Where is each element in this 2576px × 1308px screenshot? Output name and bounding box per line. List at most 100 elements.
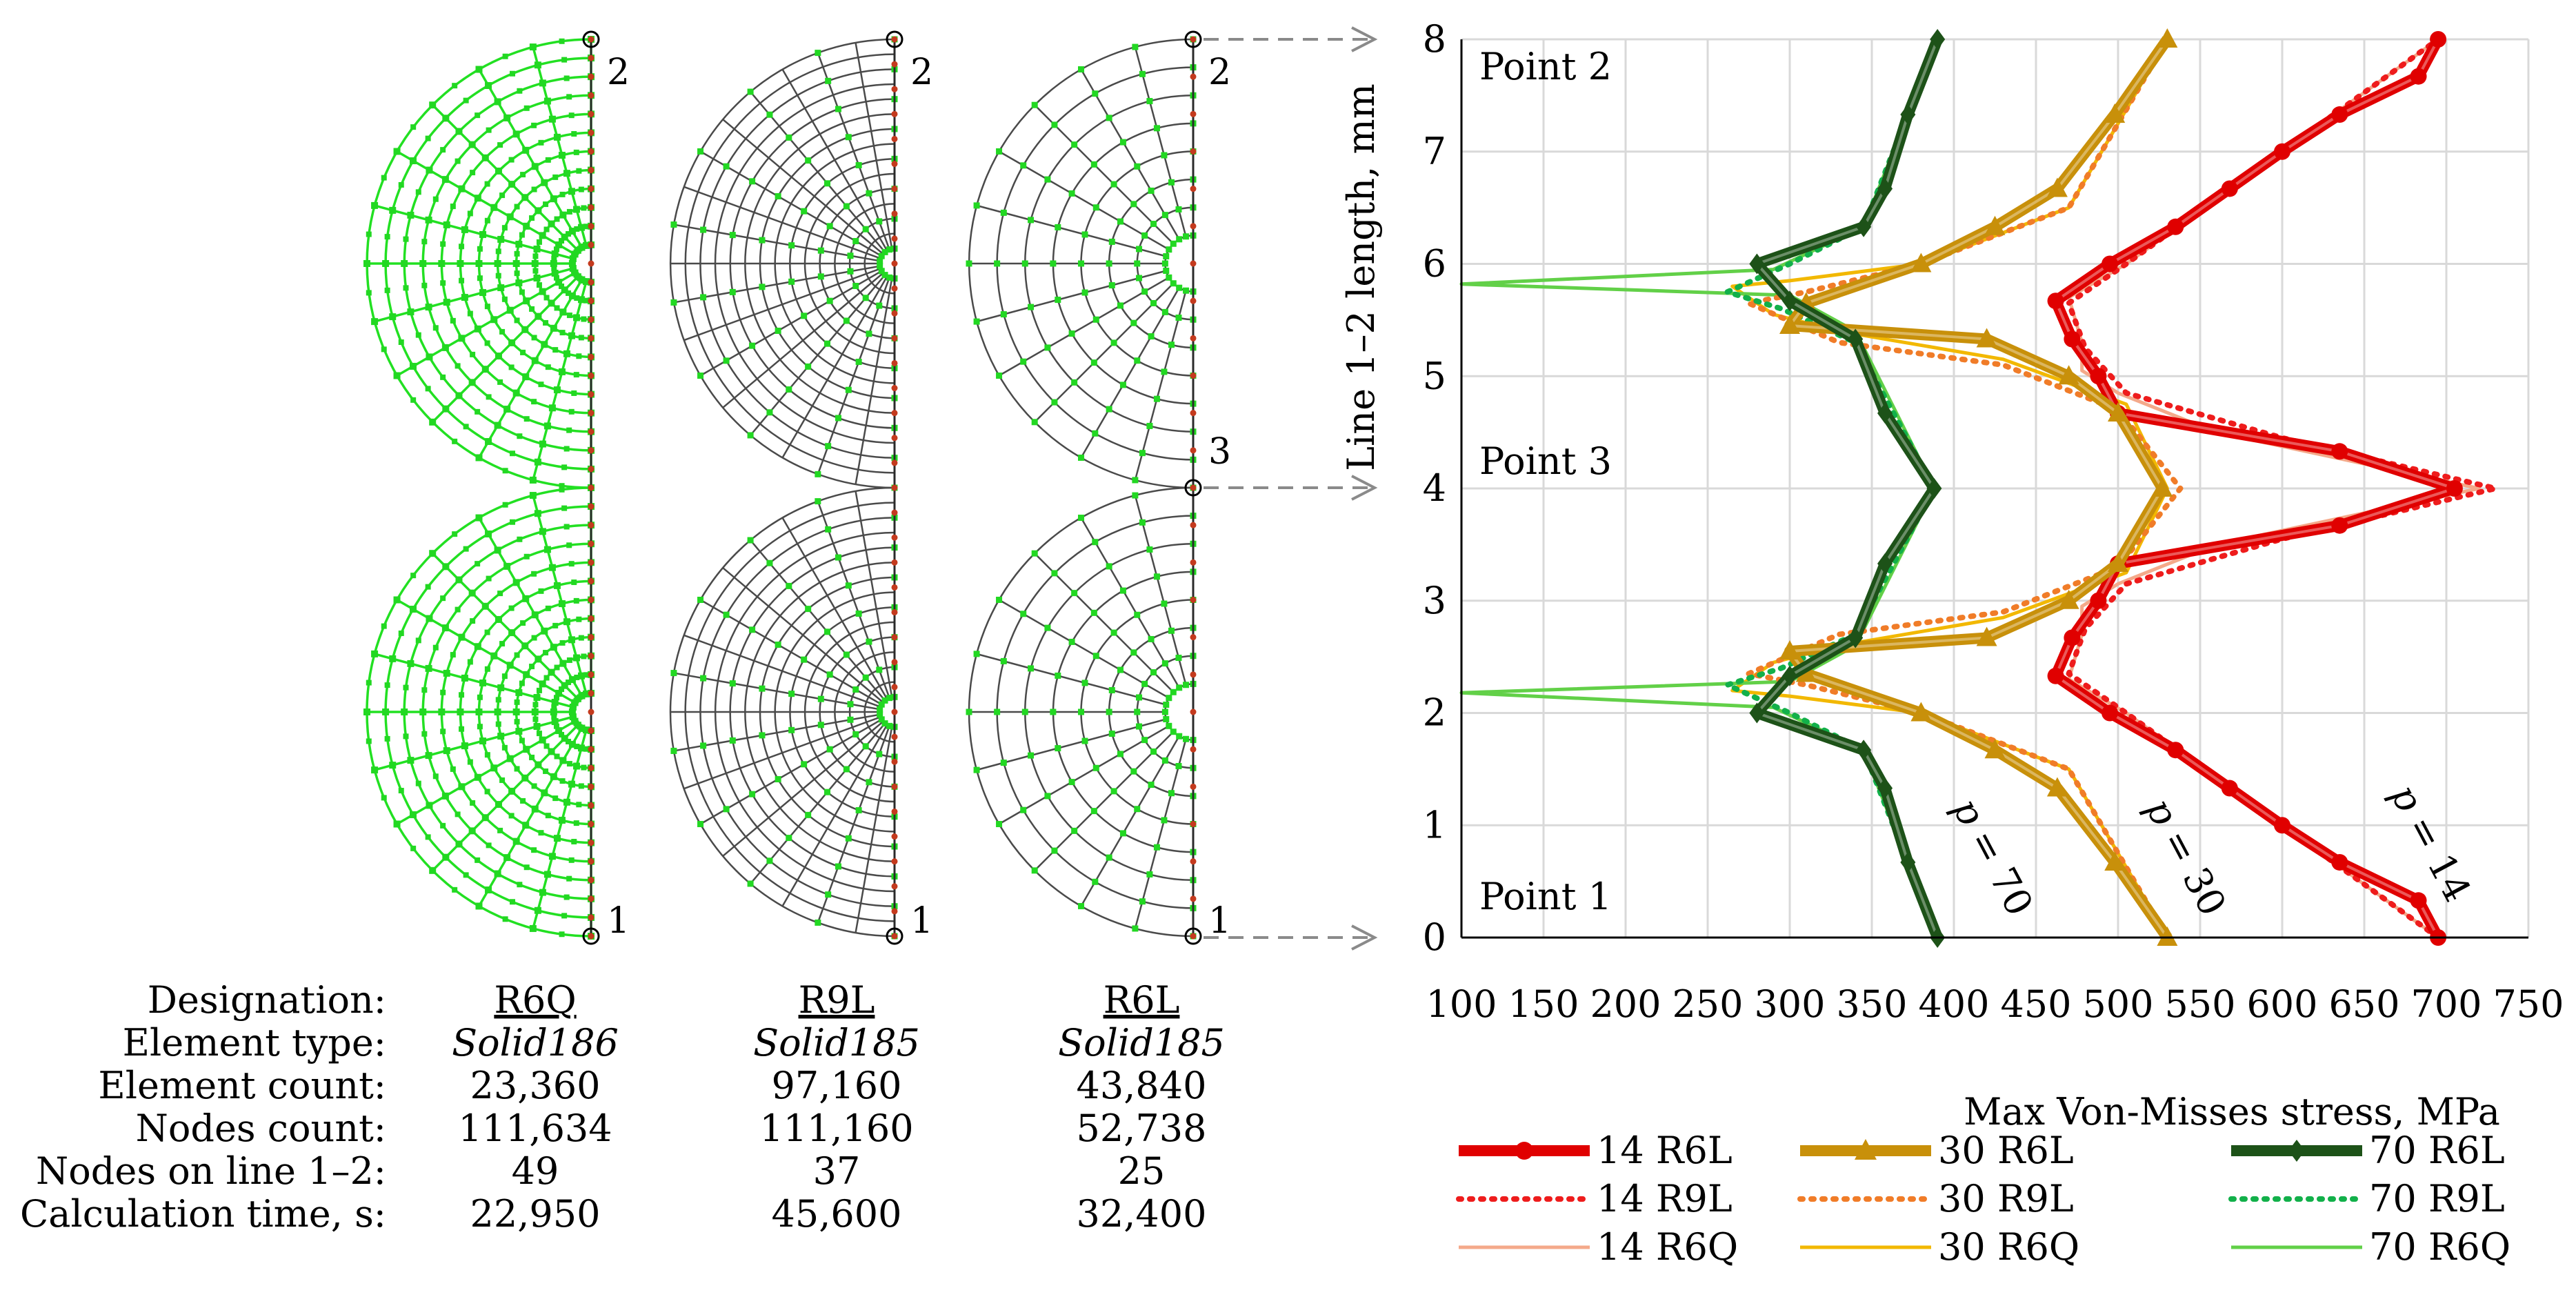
marker-14-r6l-4 bbox=[2221, 780, 2238, 797]
r6l-designation: R6L bbox=[1104, 978, 1180, 1022]
marker-70-r6l-14 bbox=[1877, 178, 1893, 199]
marker-14-r6l-1 bbox=[2410, 892, 2427, 909]
x-axis-label: Max Von-Misses stress, MPa bbox=[1964, 1090, 2500, 1133]
marker-14-r6l-22 bbox=[2331, 106, 2348, 123]
legend-item-70-r6l: 70 R6L bbox=[2231, 1129, 2505, 1172]
marker-30-r6l-3 bbox=[1984, 739, 2006, 759]
mesh-r9l-point-2-label: 2 bbox=[910, 52, 933, 93]
marker-70-r6l-1 bbox=[1900, 851, 1916, 873]
y-tick-label-7: 7 bbox=[1423, 130, 1446, 173]
legend-item-14-r9l: 14 R9L bbox=[1456, 1177, 1733, 1220]
mesh-r9l-point-1-label: 1 bbox=[910, 900, 933, 942]
marker-70-r6l-16 bbox=[1930, 29, 1946, 50]
marker-30-r6l-10 bbox=[2152, 477, 2173, 497]
marker-14-r6l-13 bbox=[2331, 443, 2348, 460]
r6l-element-count: 43,840 bbox=[1077, 1064, 1207, 1107]
marker-30-r6l-12 bbox=[2058, 365, 2079, 385]
x-tick-label-200: 200 bbox=[1590, 982, 1661, 1026]
legend-item-14-r6q: 14 R6Q bbox=[1459, 1225, 1738, 1269]
mesh-r6q-point-2-label: 2 bbox=[607, 52, 630, 93]
legend-item-70-r6q: 70 R6Q bbox=[2231, 1225, 2510, 1269]
annotation-point-3: Point 3 bbox=[1479, 439, 1612, 483]
marker-70-r6l-2 bbox=[1877, 777, 1893, 799]
curve-labels: p = 70p = 30p = 14 bbox=[1944, 777, 2479, 923]
marker-30-r6l-18 bbox=[2046, 177, 2068, 197]
r9l-designation: R9L bbox=[799, 978, 875, 1022]
marker-14-r6l-16 bbox=[2064, 330, 2081, 348]
legend-item-30-r6l: 30 R6L bbox=[1800, 1129, 2074, 1172]
svg-text:14 R9L: 14 R9L bbox=[1597, 1177, 1733, 1220]
marker-30-r6l-9 bbox=[2108, 553, 2128, 573]
x-tick-label-250: 250 bbox=[1672, 982, 1743, 1026]
mesh-properties-table: Designation: Element type: Element count… bbox=[20, 978, 1225, 1236]
y-tick-label-1: 1 bbox=[1423, 803, 1446, 846]
marker-30-r6l-19 bbox=[2104, 103, 2126, 123]
marker-70-r6l-10 bbox=[1848, 328, 1864, 350]
x-tick-label-150: 150 bbox=[1508, 982, 1579, 1026]
marker-14-r6l-15 bbox=[2090, 368, 2107, 385]
r6q-element-type: Solid186 bbox=[452, 1021, 619, 1064]
svg-text:30 R9L: 30 R9L bbox=[1938, 1177, 2074, 1220]
marker-70-r6l-7 bbox=[1877, 553, 1893, 575]
annotation-point-2: Point 2 bbox=[1479, 45, 1612, 88]
mesh-r6q bbox=[363, 30, 600, 945]
marker-14-r6l-7 bbox=[2047, 667, 2064, 684]
x-tick-label-100: 100 bbox=[1426, 982, 1497, 1026]
svg-text:30 R6L: 30 R6L bbox=[1938, 1129, 2074, 1172]
y-tick-label-4: 4 bbox=[1423, 466, 1446, 510]
arrow-head-point-2 bbox=[1351, 26, 1378, 52]
series-line-30-r9l bbox=[1746, 37, 2184, 940]
marker-30-r6l-4 bbox=[1910, 702, 1932, 722]
marker-14-r6l-21 bbox=[2274, 143, 2290, 160]
marker-70-r6l-13 bbox=[1856, 216, 1872, 237]
r9l-calc-time: 45,600 bbox=[772, 1192, 902, 1236]
marker-30-r6l-17 bbox=[1984, 215, 2006, 235]
mesh-r6l-point-2-label: 2 bbox=[1208, 52, 1231, 93]
marker-70-r6l-9 bbox=[1877, 402, 1893, 424]
r6l-nodes-on-line: 25 bbox=[1118, 1149, 1166, 1193]
marker-14-r6l-19 bbox=[2167, 218, 2184, 235]
r6q-nodes-on-line: 49 bbox=[512, 1149, 559, 1193]
mesh-r9l bbox=[669, 30, 903, 945]
marker-70-r6l-6 bbox=[1848, 627, 1864, 648]
curve-label-p-30: p = 30 bbox=[2137, 791, 2235, 923]
svg-text:14 R6L: 14 R6L bbox=[1597, 1129, 1733, 1172]
marker-30-r6l-14 bbox=[1779, 315, 1800, 335]
r6q-element-count: 23,360 bbox=[470, 1064, 601, 1107]
x-tick-label-500: 500 bbox=[2082, 982, 2153, 1026]
legend-item-14-r6l: 14 R6L bbox=[1459, 1129, 1733, 1172]
marker-70-r6l-5 bbox=[1782, 665, 1797, 686]
x-tick-label-400: 400 bbox=[1918, 982, 1989, 1026]
marker-70-r6l-15 bbox=[1900, 104, 1916, 126]
r6q-designation: R6Q bbox=[494, 978, 576, 1022]
mesh-diagrams bbox=[363, 30, 1202, 945]
marker-14-r6l-23 bbox=[2410, 68, 2427, 85]
x-tick-label-350: 350 bbox=[1836, 982, 1907, 1026]
marker-70-r6l-8 bbox=[1926, 478, 1942, 499]
svg-text:70 R9L: 70 R9L bbox=[2369, 1177, 2505, 1220]
marker-14-r6l-5 bbox=[2167, 742, 2184, 759]
row-label-element-count: Element count: bbox=[98, 1064, 386, 1107]
y-tick-label-0: 0 bbox=[1423, 915, 1446, 959]
y-tick-label-6: 6 bbox=[1423, 242, 1446, 286]
marker-30-r6l-0 bbox=[2157, 926, 2178, 946]
series-line-14-r6q bbox=[2067, 37, 2482, 940]
legend-item-30-r6q: 30 R6Q bbox=[1800, 1225, 2079, 1269]
marker-14-r6l-9 bbox=[2090, 592, 2107, 609]
legend-item-70-r9l: 70 R9L bbox=[2228, 1177, 2505, 1220]
marker-30-r6l-2 bbox=[2046, 777, 2068, 797]
x-tick-label-450: 450 bbox=[2000, 982, 2071, 1026]
marker-70-r6l-12 bbox=[1749, 253, 1765, 275]
r6l-nodes-count: 52,738 bbox=[1077, 1107, 1207, 1150]
row-label-designation: Designation: bbox=[148, 978, 386, 1022]
x-tick-label-700: 700 bbox=[2410, 982, 2482, 1026]
marker-14-r6l-2 bbox=[2331, 853, 2348, 871]
r9l-nodes-count: 111,160 bbox=[759, 1107, 913, 1150]
marker-30-r6l-16 bbox=[1910, 252, 1932, 272]
marker-30-r6l-11 bbox=[2108, 402, 2128, 422]
marker-14-r6l-12 bbox=[2446, 480, 2463, 497]
r9l-nodes-on-line: 37 bbox=[813, 1149, 861, 1193]
